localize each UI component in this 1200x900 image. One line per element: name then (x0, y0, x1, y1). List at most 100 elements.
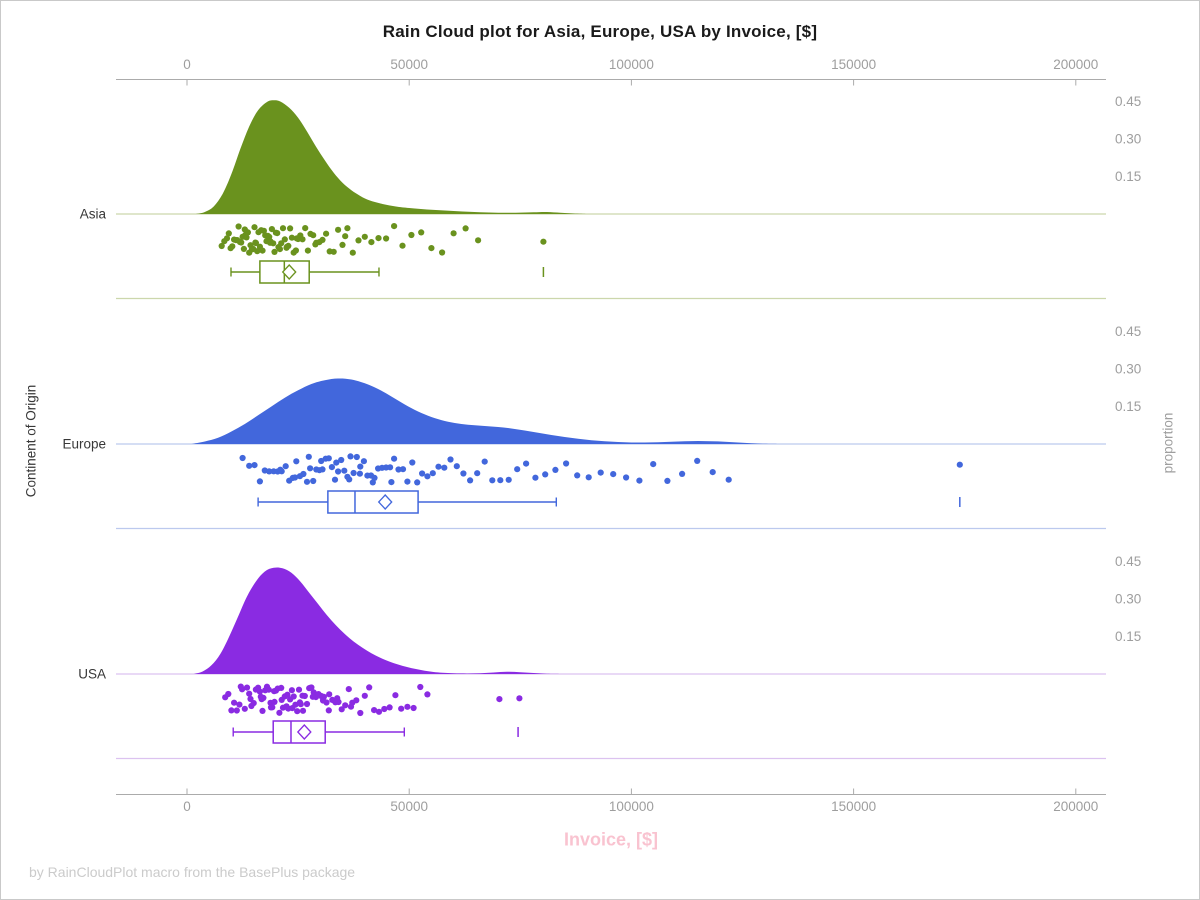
rain-point-europe (610, 471, 617, 478)
rain-point-usa (278, 696, 285, 704)
y-axis-title-left: Continent of Origin (23, 384, 39, 498)
rain-point-asia (278, 240, 285, 247)
rain-point-europe (346, 476, 353, 483)
rain-point-europe (338, 456, 345, 464)
rain-point-europe (353, 453, 360, 461)
rain-point-usa (225, 690, 232, 698)
rain-point-usa (417, 683, 424, 691)
rain-point-asia (299, 236, 306, 243)
x-axis-title: Invoice, [$] (563, 829, 659, 850)
rain-point-europe (552, 466, 559, 473)
rain-point-usa (299, 707, 307, 714)
rain-point-asia (281, 236, 288, 243)
category-label-europe: Europe (62, 437, 106, 452)
rain-point-usa (241, 705, 248, 712)
rain-point-asia (310, 232, 317, 239)
density-cloud-usa (193, 567, 561, 674)
rain-point-usa (345, 686, 352, 693)
rain-point-asia (288, 234, 295, 241)
rain-point-asia (241, 226, 248, 233)
rain-point-asia (439, 249, 446, 256)
rain-point-europe (239, 454, 246, 462)
rain-point-asia (283, 243, 291, 250)
proportion-tick-label-europe: 0.45 (1115, 324, 1141, 339)
rain-point-usa (496, 696, 503, 703)
rain-point-europe (303, 478, 311, 485)
rain-point-asia (292, 247, 299, 254)
rain-point-asia (254, 248, 261, 255)
rain-point-asia (243, 234, 250, 241)
rain-point-usa (366, 684, 373, 691)
rain-point-europe (414, 479, 421, 486)
rain-point-asia (218, 242, 225, 250)
rain-point-usa (237, 683, 244, 690)
rain-point-usa (303, 700, 311, 708)
mean-diamond-asia (281, 264, 297, 280)
rain-point-europe (467, 477, 474, 484)
rain-point-asia (342, 233, 349, 240)
rain-point-usa (296, 699, 303, 706)
rain-point-europe (307, 465, 314, 472)
rain-point-asia (267, 239, 274, 246)
rain-point-usa (243, 684, 251, 691)
rain-point-asia (240, 245, 247, 252)
rain-point-europe (497, 477, 504, 484)
rain-point-europe (341, 467, 348, 474)
rain-point-asia (540, 238, 547, 245)
rain-point-europe (369, 479, 376, 486)
rain-point-usa (424, 691, 431, 698)
x-axis-tick-label-top: 50000 (390, 57, 428, 72)
rain-point-europe (574, 472, 581, 479)
rain-point-europe (419, 470, 426, 477)
rain-point-usa (228, 707, 235, 714)
rain-point-asia (408, 231, 415, 239)
rain-point-usa (326, 691, 333, 698)
rain-point-asia (475, 237, 482, 244)
rain-point-usa (289, 705, 296, 712)
rain-point-asia (399, 242, 406, 249)
x-axis-tick-label-bottom: 100000 (609, 799, 654, 814)
proportion-tick-label-asia: 0.15 (1115, 169, 1141, 184)
rain-point-europe (725, 476, 732, 483)
rain-point-usa (353, 697, 360, 704)
rain-point-europe (514, 466, 521, 473)
rain-point-usa (410, 704, 417, 712)
rain-point-europe (563, 460, 570, 467)
rain-point-europe (335, 468, 342, 475)
density-cloud-asia (195, 100, 587, 214)
x-axis-tick-label-top: 100000 (609, 57, 654, 72)
rain-point-europe (542, 471, 549, 478)
rain-point-asia (428, 245, 435, 252)
rain-point-europe (293, 458, 300, 465)
rain-point-europe (325, 455, 332, 462)
rain-point-asia (225, 230, 232, 237)
rain-point-europe (441, 464, 448, 471)
proportion-tick-label-europe: 0.30 (1115, 362, 1141, 377)
rain-point-usa (265, 686, 272, 693)
proportion-tick-label-europe: 0.15 (1115, 399, 1141, 414)
rain-point-europe (435, 463, 442, 470)
rain-point-asia (304, 247, 311, 254)
rain-point-europe (356, 470, 363, 477)
rain-point-usa (347, 703, 355, 710)
proportion-tick-label-asia: 0.45 (1115, 94, 1141, 109)
rain-point-europe (282, 463, 289, 470)
rain-point-usa (371, 707, 378, 714)
rain-point-asia (344, 225, 351, 232)
rain-point-usa (307, 684, 314, 692)
density-cloud-europe (191, 378, 779, 444)
x-axis-tick-label-bottom: 200000 (1053, 799, 1098, 814)
rain-point-usa (295, 686, 303, 693)
rain-point-usa (392, 692, 399, 699)
rain-point-asia (229, 243, 236, 250)
rain-point-asia (330, 248, 337, 255)
rain-point-europe (277, 466, 284, 473)
rain-point-usa (267, 704, 275, 711)
rain-point-europe (347, 453, 354, 460)
proportion-tick-label-usa: 0.30 (1115, 592, 1141, 607)
rain-point-usa (271, 698, 278, 706)
proportion-tick-label-usa: 0.45 (1115, 554, 1141, 569)
rain-point-europe (489, 477, 496, 484)
rain-point-europe (409, 459, 416, 466)
rain-point-europe (460, 470, 467, 477)
